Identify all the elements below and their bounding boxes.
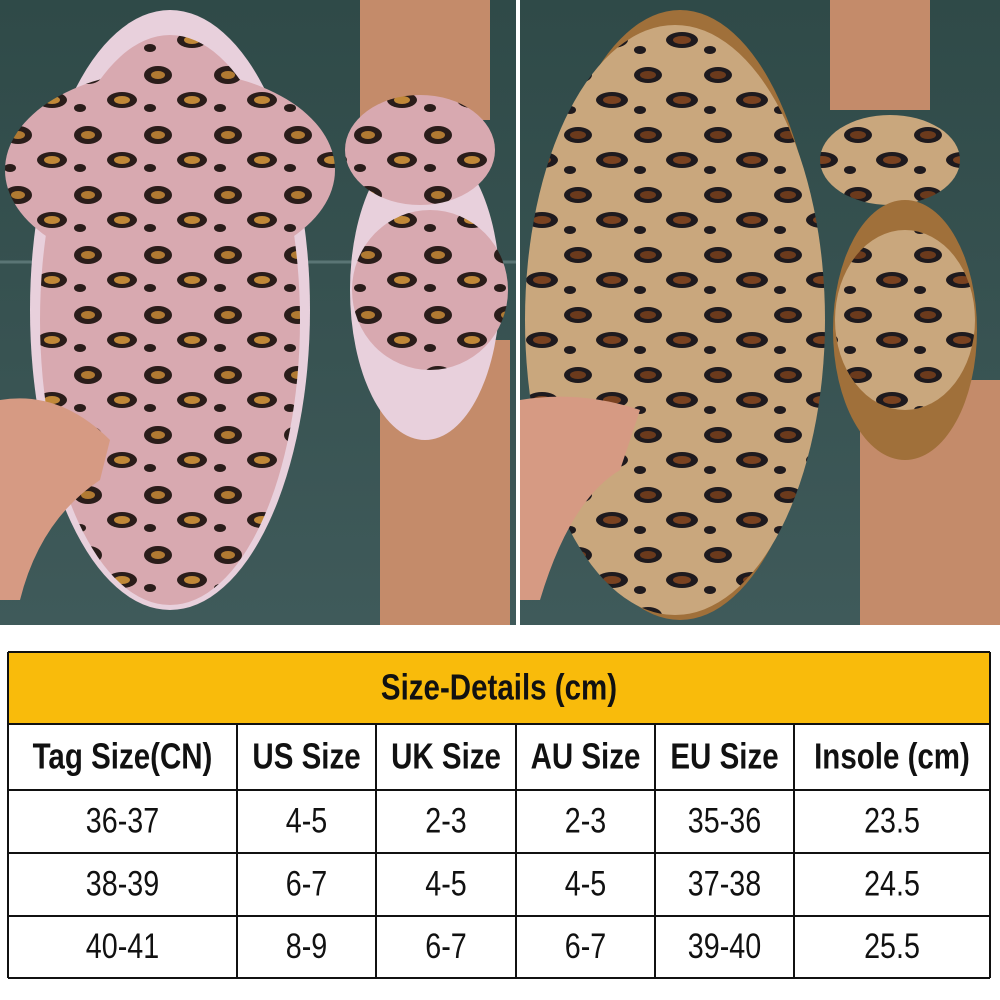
table-cell: 8-9: [286, 927, 327, 966]
slipper-strap: [5, 70, 335, 270]
table-cell: 6-7: [286, 864, 327, 903]
slipper-fur: [525, 25, 825, 615]
column-header: US Size: [252, 736, 360, 776]
table-cell: 23.5: [864, 801, 920, 840]
leg: [830, 0, 930, 110]
table-cell: 35-36: [688, 801, 761, 840]
table-cell: 2-3: [425, 801, 466, 840]
table-cell: 38-39: [86, 864, 159, 903]
table-body: [8, 724, 990, 978]
size-table: Size-Details (cm) Tag Size(CN) US Size UK S…: [7, 651, 991, 979]
left-photo: [0, 0, 516, 625]
table-cell: 40-41: [86, 927, 159, 966]
slipper-strap: [820, 115, 960, 205]
slipper-strap: [345, 95, 495, 205]
table-cell: 6-7: [565, 927, 606, 966]
hand: [520, 396, 640, 600]
table-title-cell: [8, 652, 990, 724]
table-cell: 24.5: [864, 864, 920, 903]
table-cell: 4-5: [425, 864, 466, 903]
table-cell: 37-38: [688, 864, 761, 903]
table-cell: 2-3: [565, 801, 606, 840]
slipper-strap: [835, 230, 975, 410]
table-cell: 6-7: [425, 927, 466, 966]
table-title: Size-Details (cm): [381, 667, 617, 707]
table-cell: 25.5: [864, 927, 920, 966]
column-header: UK Size: [391, 736, 501, 776]
column-header: Insole (cm): [814, 736, 970, 776]
column-header: AU Size: [531, 736, 641, 776]
table-cell: 39-40: [688, 927, 761, 966]
right-photo: [520, 0, 1000, 625]
table-cell: 4-5: [286, 801, 327, 840]
slipper-strap: [352, 210, 508, 370]
column-header: Tag Size(CN): [33, 736, 213, 776]
table-cell: 4-5: [565, 864, 606, 903]
table-cell: 36-37: [86, 801, 159, 840]
column-header: EU Size: [670, 736, 778, 776]
hand: [0, 398, 110, 600]
